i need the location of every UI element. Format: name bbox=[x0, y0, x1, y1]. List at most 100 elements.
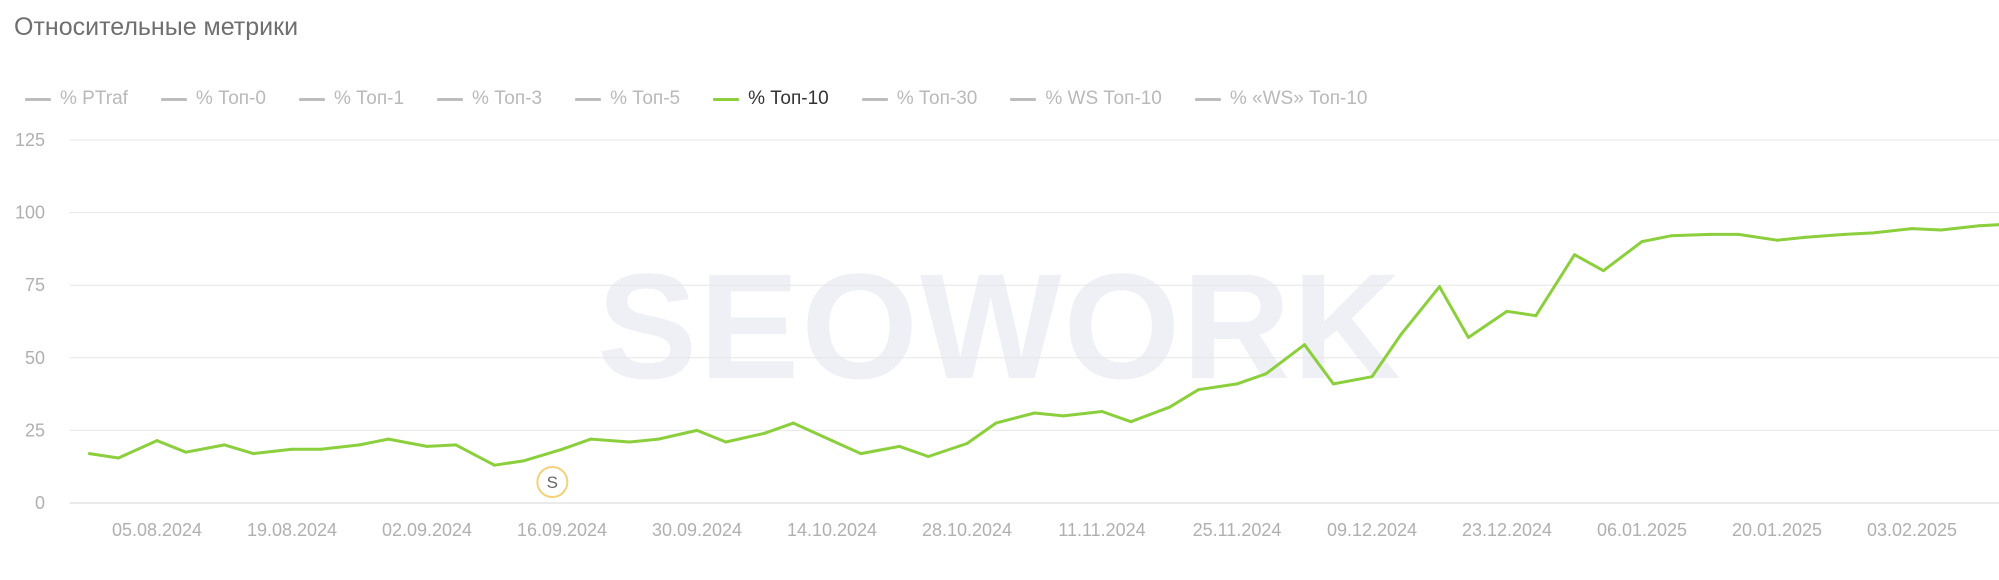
data-point bbox=[1370, 375, 1374, 379]
legend-label: % «WS» Топ-10 bbox=[1229, 88, 1368, 109]
x-tick-label: 14.10.2024 bbox=[787, 520, 877, 540]
y-tick-label: 75 bbox=[25, 275, 45, 295]
legend-item-4[interactable]: % Топ-5 bbox=[575, 88, 680, 110]
data-point bbox=[1871, 231, 1875, 235]
x-tick-label: 06.01.2025 bbox=[1597, 520, 1687, 540]
data-point bbox=[1168, 405, 1171, 409]
legend-label: % PTraf bbox=[60, 88, 128, 109]
x-tick-label: 25.11.2024 bbox=[1193, 520, 1282, 540]
legend-item-3[interactable]: % Топ-3 bbox=[437, 88, 542, 110]
data-point bbox=[965, 441, 969, 445]
data-point bbox=[1235, 382, 1239, 386]
legend-swatch bbox=[1010, 97, 1037, 101]
data-point bbox=[493, 463, 496, 467]
legend-item-5[interactable]: % Топ-10 bbox=[713, 88, 829, 110]
data-point bbox=[1100, 410, 1104, 414]
data-point bbox=[454, 443, 458, 447]
data-point bbox=[830, 439, 834, 443]
data-point bbox=[223, 443, 226, 447]
data-point bbox=[926, 455, 930, 459]
x-tick-label: 09.12.2024 bbox=[1327, 520, 1417, 540]
data-point bbox=[898, 444, 901, 448]
data-point bbox=[1399, 333, 1403, 337]
legend-label: % Топ-3 bbox=[472, 88, 543, 109]
data-point bbox=[1061, 414, 1065, 418]
y-tick-label: 25 bbox=[25, 420, 45, 440]
data-point bbox=[628, 440, 631, 444]
legend-swatch bbox=[1194, 97, 1221, 101]
data-point bbox=[1466, 335, 1470, 339]
data-point bbox=[1303, 343, 1306, 347]
data-point bbox=[1804, 235, 1808, 239]
data-point bbox=[319, 447, 323, 451]
legend-item-8[interactable]: % «WS» Топ-10 bbox=[1194, 88, 1368, 110]
legend-item-2[interactable]: % Топ-1 bbox=[298, 88, 404, 110]
legend-swatch bbox=[437, 97, 464, 101]
data-point bbox=[155, 439, 159, 443]
legend-label: % Топ-30 bbox=[896, 88, 978, 109]
data-point bbox=[1843, 232, 1846, 236]
data-point bbox=[656, 437, 660, 441]
watermark: SEOWORK bbox=[597, 242, 1403, 410]
data-point bbox=[116, 456, 120, 460]
x-tick-label: 20.01.2025 bbox=[1732, 520, 1822, 540]
x-tick-label: 16.09.2024 bbox=[517, 520, 607, 540]
y-tick-label: 125 bbox=[15, 130, 45, 150]
legend-swatch bbox=[25, 97, 51, 101]
data-point bbox=[290, 447, 294, 451]
data-point bbox=[88, 452, 91, 456]
event-marker bbox=[536, 466, 569, 498]
event-marker-label: S bbox=[547, 473, 558, 492]
y-tick-label: 100 bbox=[15, 203, 45, 223]
data-point bbox=[184, 450, 188, 454]
data-point bbox=[791, 421, 795, 425]
data-point bbox=[695, 428, 699, 432]
data-point bbox=[1264, 372, 1268, 376]
data-point bbox=[425, 444, 429, 448]
data-point bbox=[1708, 232, 1711, 236]
data-point bbox=[1438, 285, 1441, 289]
legend-label: % Топ-0 bbox=[195, 88, 266, 109]
x-tick-label: 23.12.2024 bbox=[1462, 520, 1552, 540]
data-point bbox=[1775, 238, 1779, 242]
data-point bbox=[994, 421, 998, 425]
legend-item-6[interactable]: % Топ-30 bbox=[861, 88, 978, 110]
data-point bbox=[589, 437, 593, 441]
chart-legend: % PTraf % Топ-0 % Топ-1 % Топ-3 % Топ-5 % Топ… bbox=[25, 88, 1401, 110]
data-point bbox=[1129, 420, 1133, 424]
data-point bbox=[1640, 240, 1644, 244]
x-tick-label: 03.02.2025 bbox=[1867, 520, 1957, 540]
data-point bbox=[560, 447, 564, 451]
data-point bbox=[859, 452, 863, 456]
data-point bbox=[1736, 232, 1740, 236]
data-point bbox=[1505, 309, 1509, 313]
x-tick-label: 19.08.2024 bbox=[247, 520, 337, 540]
data-point bbox=[1331, 382, 1335, 386]
data-point bbox=[521, 459, 525, 463]
legend-label: % WS Топ-10 bbox=[1045, 88, 1162, 109]
x-tick-label: 28.10.2024 bbox=[922, 520, 1012, 540]
data-point bbox=[1939, 228, 1943, 232]
data-point bbox=[1601, 269, 1605, 273]
x-tick-label: 30.09.2024 bbox=[652, 520, 742, 540]
data-point bbox=[763, 431, 766, 435]
data-point bbox=[358, 443, 361, 447]
legend-label: % Топ-10 bbox=[748, 88, 829, 109]
data-point bbox=[1196, 388, 1200, 392]
legend-swatch bbox=[160, 97, 187, 101]
page-title: Относительные метрики bbox=[14, 13, 299, 41]
y-tick-label: 0 bbox=[35, 493, 45, 513]
legend-item-7[interactable]: % WS Топ-10 bbox=[1010, 88, 1162, 110]
legend-item-1[interactable]: % Топ-0 bbox=[160, 88, 266, 110]
data-point bbox=[386, 437, 390, 441]
legend-swatch bbox=[575, 97, 602, 101]
data-point bbox=[1978, 224, 1981, 228]
data-point bbox=[1910, 227, 1914, 231]
data-point bbox=[251, 452, 255, 456]
data-point bbox=[1033, 411, 1036, 415]
data-point bbox=[1534, 314, 1538, 318]
legend-item-0[interactable]: % PTraf bbox=[25, 88, 128, 110]
legend-label: % Топ-5 bbox=[610, 88, 681, 109]
legend-swatch bbox=[861, 97, 888, 101]
